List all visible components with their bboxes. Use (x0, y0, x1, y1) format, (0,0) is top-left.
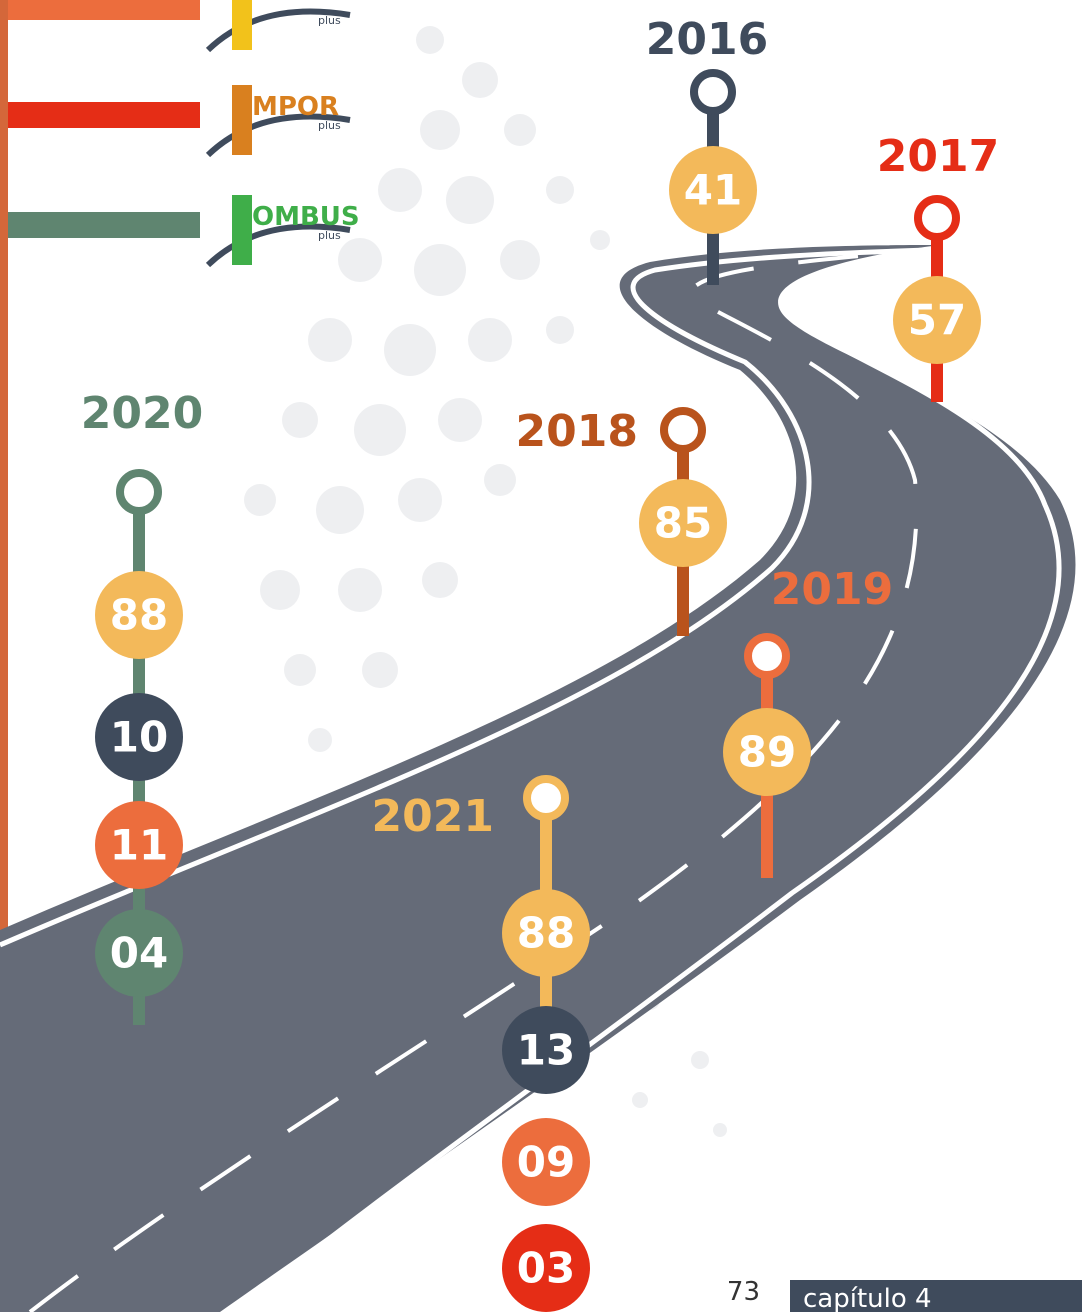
milestone: 2016 41 (646, 14, 768, 285)
year-label: 2016 (646, 14, 768, 65)
badge (502, 889, 590, 977)
badge-value: 10 (110, 713, 168, 762)
logo-block (232, 195, 252, 265)
badge-value: 04 (110, 929, 168, 978)
badge-value: 88 (110, 591, 168, 640)
year-label: 2019 (771, 564, 893, 615)
legend-bar (8, 0, 200, 20)
chapter-label: capítulo 4 (803, 1284, 932, 1312)
year-label: 2020 (81, 388, 203, 439)
dot-pattern (244, 26, 727, 1137)
badge (95, 801, 183, 889)
logo-sub: plus (318, 14, 341, 27)
badge-value: 89 (738, 728, 796, 777)
legend-bar (8, 102, 200, 128)
milestone: 2017 57 (877, 131, 999, 402)
badge (669, 146, 757, 234)
badge-value: 88 (517, 909, 575, 958)
legend-bar (8, 212, 200, 238)
side-strip (0, 0, 8, 1312)
badge-value: 03 (517, 1244, 575, 1293)
badge (502, 1224, 590, 1312)
badge (893, 276, 981, 364)
milestone: 2021 88 13 09 03 (372, 775, 590, 1312)
pin-ring (523, 775, 569, 821)
badge (502, 1006, 590, 1094)
milestone: 2020 88 10 11 04 (81, 388, 203, 1025)
year-label: 2018 (516, 406, 638, 457)
badge-value: 85 (654, 499, 712, 548)
chapter-box (790, 1280, 1082, 1312)
logo-block (232, 0, 252, 50)
badge-value: 09 (517, 1138, 575, 1187)
logo-swoosh (205, 113, 351, 158)
badge (95, 909, 183, 997)
badge (502, 1118, 590, 1206)
logo-sub: plus (318, 229, 341, 242)
badge-value: 11 (110, 821, 168, 870)
year-label: 2021 (372, 791, 494, 842)
pin-ring (116, 469, 162, 515)
badge (95, 571, 183, 659)
logo-text: OMBUS (252, 202, 360, 232)
badge (95, 693, 183, 781)
pin-ring (690, 69, 736, 115)
badge (639, 479, 727, 567)
pin-ring (914, 195, 960, 241)
badge-value: 57 (908, 296, 966, 345)
logo-block (232, 85, 252, 155)
badge (723, 708, 811, 796)
badge-value: 13 (517, 1026, 575, 1075)
pin-ring (660, 407, 706, 453)
pin-ring (744, 633, 790, 679)
logo-sub: plus (318, 119, 341, 132)
logo-swoosh (205, 223, 351, 268)
milestone: 2019 89 (723, 564, 893, 878)
page-number: 73 (727, 1277, 760, 1307)
year-label: 2017 (877, 131, 999, 182)
logo-text: MPOR (252, 92, 339, 122)
milestone: 2018 85 (516, 406, 727, 636)
badge-value: 41 (684, 166, 742, 215)
logo-swoosh (205, 8, 351, 53)
timeline: 2016 41 2017 57 2018 85 2019 89 2020 88 10 11 04 2021… (81, 14, 999, 1312)
